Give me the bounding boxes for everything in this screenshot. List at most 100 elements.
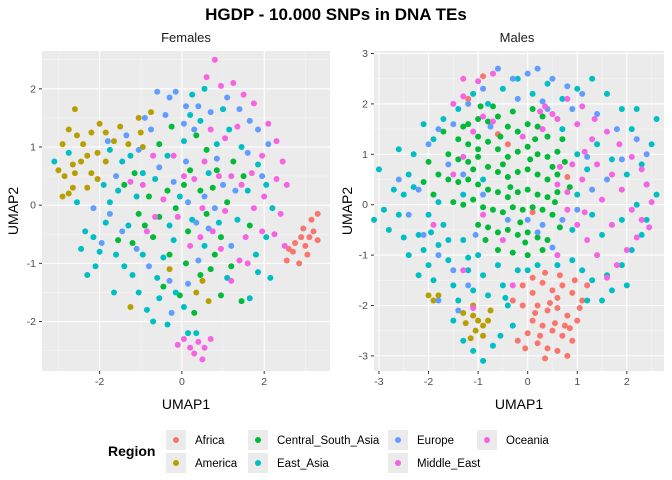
- point-africa: [509, 297, 516, 304]
- point-africa: [300, 225, 307, 232]
- point-america: [69, 184, 76, 191]
- point-africa: [537, 332, 544, 339]
- point-east-asia: [84, 272, 91, 278]
- point-america: [475, 317, 482, 324]
- point-east-asia: [599, 231, 606, 238]
- point-central-south-asia: [494, 247, 501, 254]
- point-africa: [310, 228, 317, 235]
- point-central-south-asia: [420, 179, 427, 186]
- point-oceania: [199, 356, 206, 363]
- point-middle-east: [608, 171, 615, 178]
- point-africa: [546, 299, 553, 306]
- point-east-asia: [638, 161, 645, 168]
- point-east-asia: [150, 318, 157, 325]
- point-middle-east: [599, 196, 606, 203]
- point-central-south-asia: [529, 105, 536, 112]
- point-middle-east: [509, 282, 516, 289]
- point-europe: [569, 105, 576, 112]
- point-africa: [579, 297, 586, 304]
- legend-key-dot: [395, 437, 401, 443]
- point-africa: [539, 279, 546, 286]
- point-africa: [519, 302, 526, 309]
- point-africa: [308, 216, 315, 223]
- point-europe: [265, 141, 272, 148]
- point-middle-east: [217, 82, 224, 89]
- point-east-asia: [152, 176, 159, 182]
- point-central-south-asia: [497, 133, 504, 140]
- panel-title-females: Females: [161, 30, 211, 45]
- point-central-south-asia: [121, 181, 128, 188]
- point-africa: [564, 173, 571, 180]
- point-europe: [119, 228, 126, 235]
- point-east-asia: [415, 272, 422, 279]
- point-east-asia: [502, 294, 509, 301]
- point-middle-east: [238, 181, 245, 188]
- point-central-south-asia: [527, 156, 534, 163]
- point-central-south-asia: [164, 187, 171, 194]
- point-east-asia: [440, 221, 447, 228]
- point-central-south-asia: [156, 141, 163, 148]
- legend-label: East_Asia: [277, 458, 329, 470]
- point-east-asia: [589, 211, 596, 218]
- point-east-asia: [400, 191, 407, 198]
- point-east-asia: [435, 199, 442, 206]
- point-central-south-asia: [549, 163, 556, 170]
- point-middle-east: [222, 208, 229, 214]
- point-america: [61, 173, 68, 180]
- point-middle-east: [273, 138, 280, 145]
- point-east-asia: [514, 75, 521, 82]
- point-america: [193, 289, 200, 296]
- point-east-asia: [129, 272, 136, 278]
- point-central-south-asia: [480, 204, 487, 211]
- point-central-south-asia: [230, 158, 237, 165]
- point-europe: [236, 106, 243, 113]
- point-central-south-asia: [534, 151, 541, 158]
- point-middle-east: [242, 234, 249, 241]
- point-central-south-asia: [482, 236, 489, 243]
- point-middle-east: [271, 231, 278, 238]
- point-central-south-asia: [135, 210, 142, 217]
- point-america: [430, 297, 437, 304]
- point-central-south-asia: [246, 222, 253, 229]
- y-tick-label: 2: [362, 98, 368, 110]
- y-tick-label: -2: [27, 316, 36, 328]
- point-europe: [104, 138, 111, 145]
- point-middle-east: [217, 245, 224, 252]
- point-europe: [549, 244, 556, 251]
- point-europe: [180, 120, 187, 127]
- x-tick-label: 0: [179, 376, 185, 388]
- legend-key-dot: [173, 437, 179, 443]
- legend-items: Africa America Central_South_Asia East_Asia…: [166, 430, 549, 473]
- point-central-south-asia: [435, 171, 442, 178]
- point-east-asia: [395, 146, 402, 153]
- point-europe: [574, 206, 581, 213]
- point-east-asia: [119, 158, 126, 165]
- point-middle-east: [230, 80, 237, 86]
- point-east-asia: [371, 216, 377, 223]
- point-east-asia: [460, 337, 467, 344]
- point-east-asia: [125, 222, 132, 229]
- point-east-asia: [489, 342, 496, 349]
- point-central-south-asia: [551, 199, 558, 206]
- point-east-asia: [608, 287, 615, 294]
- figure-title: HGDP - 10.000 SNPs in DNA TEs: [205, 5, 467, 24]
- point-europe: [246, 117, 253, 124]
- point-oceania: [187, 344, 194, 351]
- point-america: [55, 167, 62, 174]
- legend-item-oceania: Oceania: [477, 430, 549, 450]
- point-east-asia: [263, 234, 270, 241]
- point-europe: [455, 307, 462, 314]
- point-europe: [613, 126, 620, 133]
- point-middle-east: [569, 161, 576, 168]
- point-east-asia: [115, 187, 122, 194]
- point-east-asia: [497, 332, 504, 339]
- point-europe: [509, 75, 516, 82]
- legend-key-dot: [173, 460, 179, 466]
- point-africa: [544, 345, 551, 352]
- point-central-south-asia: [566, 184, 573, 191]
- point-africa: [519, 282, 526, 289]
- point-central-south-asia: [494, 189, 501, 196]
- point-east-asia: [653, 191, 660, 198]
- point-africa: [283, 257, 290, 264]
- point-middle-east: [638, 166, 645, 173]
